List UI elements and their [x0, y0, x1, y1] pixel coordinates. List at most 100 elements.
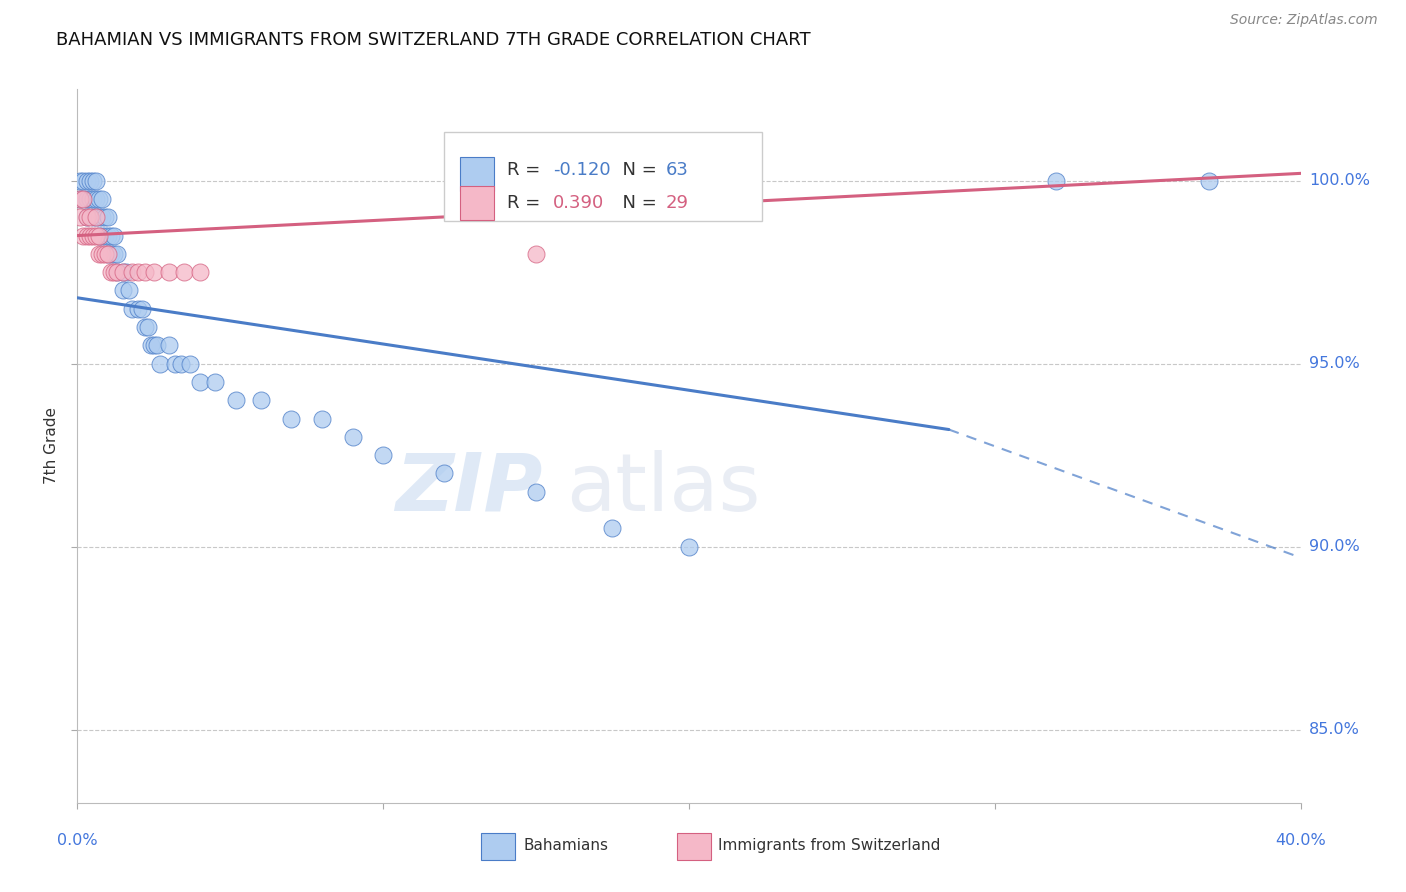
Point [87, 247, 110, 261]
Text: Source: ZipAtlas.com: Source: ZipAtlas.com [1230, 13, 1378, 28]
Point [131, 301, 153, 316]
Point [724, 174, 747, 188]
Text: ZIP: ZIP [395, 450, 543, 528]
Point [105, 265, 128, 279]
Point [76, 228, 98, 243]
Point [94, 211, 117, 225]
Point [79, 228, 101, 243]
Point [72, 174, 94, 188]
Point [139, 338, 162, 352]
Text: 63: 63 [665, 161, 689, 179]
Point [90, 228, 112, 243]
Text: 29: 29 [665, 194, 689, 212]
Point [97, 247, 120, 261]
Point [157, 338, 180, 352]
Point [87, 228, 110, 243]
Text: 0.390: 0.390 [553, 194, 605, 212]
Text: 90.0%: 90.0% [1309, 539, 1360, 554]
Point [84, 211, 107, 225]
Point [72, 192, 94, 206]
Point [69, 192, 91, 206]
Point [97, 211, 120, 225]
Bar [676, 833, 711, 860]
Point [87, 192, 110, 206]
Bar [460, 186, 495, 220]
Text: 85.0%: 85.0% [1309, 723, 1360, 737]
Text: R =: R = [506, 161, 546, 179]
Point [76, 174, 98, 188]
Point [94, 228, 117, 243]
Point [76, 192, 98, 206]
Point [342, 430, 364, 444]
Point [82, 192, 104, 206]
Point [97, 247, 120, 261]
Point [225, 393, 247, 408]
Point [82, 174, 104, 188]
Point [371, 448, 394, 462]
Point [100, 228, 122, 243]
Text: Immigrants from Switzerland: Immigrants from Switzerland [718, 838, 941, 853]
Point [157, 265, 180, 279]
Text: N =: N = [610, 161, 662, 179]
Point [179, 357, 201, 371]
Point [100, 247, 122, 261]
Point [1045, 174, 1067, 188]
Point [524, 247, 547, 261]
Point [127, 265, 149, 279]
FancyBboxPatch shape [444, 132, 762, 221]
Point [69, 174, 91, 188]
Point [90, 192, 112, 206]
Point [118, 284, 141, 298]
Point [87, 228, 110, 243]
Text: atlas: atlas [567, 450, 761, 528]
Point [678, 540, 700, 554]
Point [72, 228, 94, 243]
Text: Bahamians: Bahamians [524, 838, 609, 853]
Point [188, 375, 211, 389]
Point [69, 211, 91, 225]
Point [142, 265, 165, 279]
Point [165, 357, 187, 371]
Point [134, 265, 156, 279]
Point [112, 284, 135, 298]
Point [103, 247, 125, 261]
Point [97, 228, 120, 243]
Point [103, 265, 125, 279]
Point [82, 211, 104, 225]
Point [170, 357, 193, 371]
Text: 0.0%: 0.0% [58, 833, 97, 848]
Point [173, 265, 195, 279]
Point [87, 211, 110, 225]
Point [149, 357, 172, 371]
Text: 95.0%: 95.0% [1309, 356, 1360, 371]
Point [105, 247, 128, 261]
Point [134, 320, 156, 334]
Point [204, 375, 226, 389]
Point [250, 393, 273, 408]
Point [79, 192, 101, 206]
Point [103, 228, 125, 243]
Y-axis label: 7th Grade: 7th Grade [44, 408, 59, 484]
Point [76, 211, 98, 225]
Text: R =: R = [506, 194, 546, 212]
Point [121, 265, 143, 279]
Point [69, 192, 91, 206]
Point [84, 174, 107, 188]
Point [82, 228, 104, 243]
Point [90, 247, 112, 261]
Text: -0.120: -0.120 [553, 161, 610, 179]
Point [84, 211, 107, 225]
Point [602, 521, 624, 535]
Point [136, 320, 159, 334]
Point [112, 265, 135, 279]
Point [115, 265, 138, 279]
Text: 100.0%: 100.0% [1309, 173, 1369, 188]
Point [72, 192, 94, 206]
Point [94, 247, 117, 261]
Point [146, 338, 169, 352]
Point [90, 211, 112, 225]
Point [1198, 174, 1220, 188]
Point [121, 301, 143, 316]
Point [79, 211, 101, 225]
Point [127, 301, 149, 316]
